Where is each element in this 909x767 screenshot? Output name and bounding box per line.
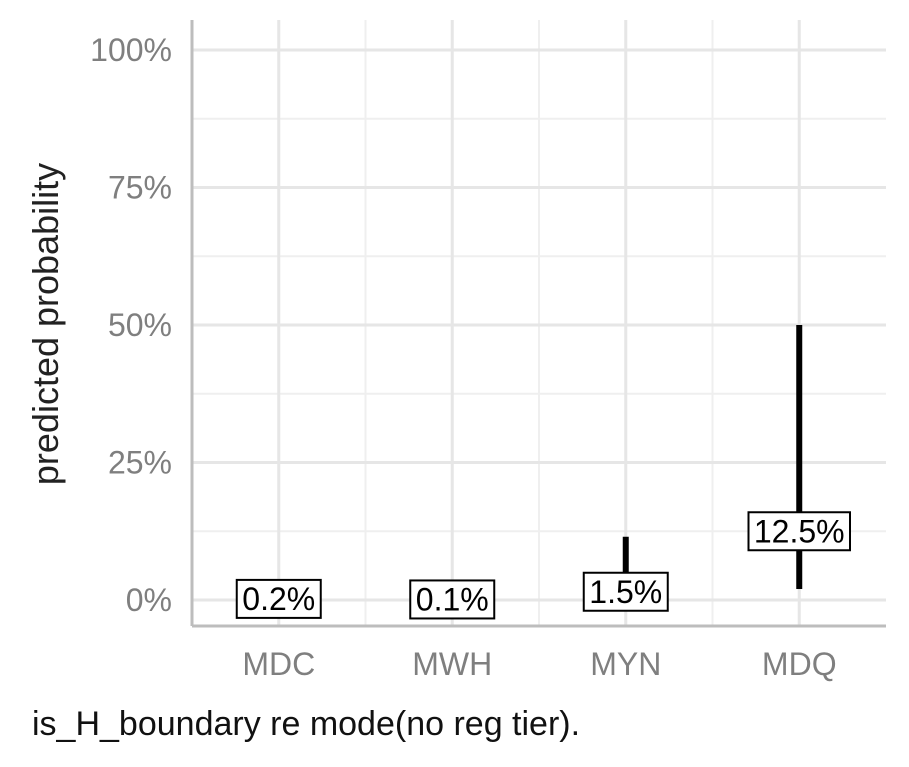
value-label-text: 0.2%	[242, 581, 315, 617]
x-tick-label: MYN	[590, 646, 661, 682]
value-label: 0.1%	[409, 579, 496, 620]
axes	[190, 20, 886, 628]
value-labels: 0.2% 0.1% 1.5% 12.5%	[235, 511, 851, 620]
value-label-text: 12.5%	[754, 513, 845, 549]
value-label-text: 0.1%	[416, 581, 489, 617]
chart-caption: is_H_boundary re mode(no reg tier).	[32, 705, 580, 743]
y-tick-label: 75%	[108, 170, 172, 206]
y-tick-label: 50%	[108, 307, 172, 343]
grid	[192, 20, 886, 626]
y-tick-labels: 0% 25% 50% 75% 100%	[90, 32, 172, 618]
y-tick-label: 100%	[90, 32, 172, 68]
x-tick-labels: MDC MWH MYN MDQ	[242, 646, 836, 682]
y-tick-label: 25%	[108, 445, 172, 481]
x-tick-label: MDQ	[762, 646, 837, 682]
value-label: 0.2%	[235, 578, 322, 619]
y-axis-label: predicted probability	[25, 163, 66, 485]
value-label-box	[747, 511, 851, 552]
value-label: 12.5%	[747, 511, 851, 552]
value-label-text: 1.5%	[589, 574, 662, 610]
x-tick-label: MWH	[412, 646, 492, 682]
value-label-box	[235, 578, 322, 619]
y-tick-label: 0%	[126, 582, 172, 618]
value-label: 1.5%	[582, 571, 669, 612]
value-label-box	[582, 571, 669, 612]
value-label-box	[409, 579, 496, 620]
x-tick-label: MDC	[242, 646, 315, 682]
